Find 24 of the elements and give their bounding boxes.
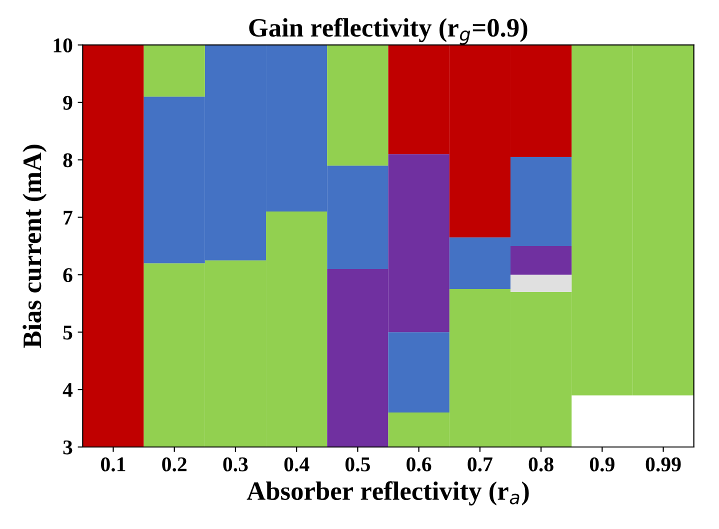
y-axis-title: Bias current (mA) [22, 144, 47, 348]
y-tick-label: 8 [63, 153, 72, 168]
bar [510, 246, 572, 275]
x-tick-label: 0.2 [162, 457, 186, 472]
y-tick-label: 4 [62, 383, 73, 397]
x-tick-label: 0.99 [646, 457, 681, 472]
x-tick-label: 0.3 [223, 457, 248, 472]
bar [388, 332, 450, 413]
y-tick-label: 5 [63, 326, 72, 340]
y-tick-label: 3 [63, 440, 72, 454]
y-tick-label: 7 [64, 210, 72, 224]
chart-title: Gain reflectivity (r$_{g}$=0.9) [249, 18, 528, 45]
y-tick-label: 10 [54, 38, 72, 52]
bar [510, 274, 572, 292]
x-tick-label: 0.6 [406, 457, 432, 472]
x-tick-label: 0.1 [101, 457, 126, 472]
y-tick-label: 9 [63, 96, 72, 110]
y-tick-label: 6 [63, 268, 72, 282]
x-tick-label: 0.8 [528, 457, 554, 472]
x-tick-label: 0.7 [468, 457, 492, 472]
x-tick-label: 0.5 [345, 457, 370, 472]
x-axis-title: Absorber reflectivity (r$_{a}$) [246, 481, 529, 506]
x-tick-label: 0.4 [284, 457, 310, 472]
x-tick-label: 0.9 [590, 457, 614, 472]
